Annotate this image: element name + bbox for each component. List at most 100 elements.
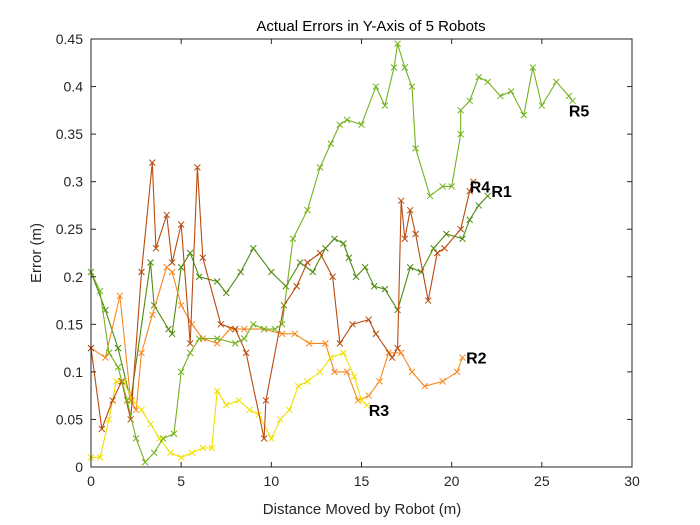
data-point-marker <box>280 301 288 309</box>
data-point-marker <box>168 268 176 276</box>
data-point-marker <box>365 392 373 400</box>
data-point-marker <box>305 340 313 347</box>
data-point-marker <box>430 244 437 252</box>
data-point-marker <box>433 249 441 257</box>
data-point-marker <box>213 278 221 285</box>
data-point-marker <box>138 349 145 357</box>
data-point-marker <box>327 354 335 361</box>
data-point-marker <box>138 406 145 414</box>
data-point-marker <box>105 349 113 357</box>
data-point-marker <box>394 306 401 314</box>
data-point-marker <box>349 320 356 328</box>
data-point-marker <box>412 230 419 238</box>
data-point-marker <box>466 97 474 105</box>
data-point-marker <box>249 244 257 252</box>
data-point-marker <box>408 368 416 376</box>
x-tick-label: 10 <box>264 473 280 489</box>
data-point-marker <box>343 116 351 124</box>
data-point-marker <box>442 230 450 238</box>
data-point-marker <box>96 454 104 461</box>
data-point-marker <box>343 368 351 376</box>
data-point-marker <box>358 121 365 128</box>
data-point-marker <box>286 406 293 414</box>
data-point-marker <box>186 340 194 347</box>
data-point-marker <box>565 92 573 100</box>
data-point-marker <box>507 87 515 95</box>
data-point-marker <box>475 202 483 209</box>
data-point-marker <box>439 183 447 190</box>
data-point-marker <box>424 297 432 304</box>
data-point-marker <box>231 325 239 333</box>
data-point-marker <box>235 397 243 404</box>
y-tick-label: 0.3 <box>64 174 84 190</box>
data-point-marker <box>177 221 185 228</box>
data-point-marker <box>340 349 347 357</box>
data-point-marker <box>177 263 185 271</box>
data-point-marker <box>466 216 474 224</box>
y-tick-label: 0.1 <box>64 364 84 380</box>
data-point-marker <box>249 320 257 328</box>
axes-layer: 0 5 10 15 20 25 30 0 0.05 0.1 0.15 0.2 0.25 0.3 0.35 0.… <box>56 31 640 489</box>
data-point-marker <box>569 97 576 105</box>
data-point-marker <box>475 73 483 81</box>
y-axis-label: Error (m) <box>28 223 45 283</box>
data-point-marker <box>276 416 284 423</box>
data-point-marker <box>309 268 317 276</box>
data-point-marker <box>127 416 135 423</box>
data-point-marker <box>170 430 178 438</box>
data-point-marker <box>457 130 465 138</box>
data-point-marker <box>278 330 286 338</box>
data-point-marker <box>331 368 338 376</box>
series-label-r5: R5 <box>569 103 590 120</box>
data-point-marker <box>538 102 546 109</box>
data-point-marker <box>148 311 156 319</box>
data-point-marker <box>497 92 504 100</box>
data-point-marker <box>457 225 465 233</box>
data-point-marker <box>484 78 492 86</box>
data-point-marker <box>123 397 131 404</box>
data-point-marker <box>109 397 116 404</box>
x-tick-label: 25 <box>534 473 550 489</box>
y-tick-label: 0 <box>75 459 83 475</box>
data-point-marker <box>188 320 196 328</box>
series-label-r3: R3 <box>369 403 390 420</box>
data-point-marker <box>168 330 176 338</box>
data-point-marker <box>168 259 176 266</box>
data-point-marker <box>412 145 419 152</box>
data-point-marker <box>289 235 297 243</box>
data-point-marker <box>102 354 109 361</box>
data-point-marker <box>340 240 347 247</box>
data-point-marker <box>114 344 122 352</box>
data-point-marker <box>331 235 338 243</box>
data-point-marker <box>194 164 201 171</box>
series-label-r2: R2 <box>466 351 487 368</box>
data-point-marker <box>322 340 329 347</box>
data-point-marker <box>98 425 106 433</box>
data-point-marker <box>177 368 185 376</box>
data-point-marker <box>316 164 324 171</box>
x-tick-label: 5 <box>177 473 185 489</box>
data-point-marker <box>295 382 302 390</box>
series-label-r1: R1 <box>491 184 512 201</box>
data-point-marker <box>327 140 335 147</box>
data-point-marker <box>186 249 194 257</box>
data-point-marker <box>177 454 185 461</box>
data-point-marker <box>448 183 456 190</box>
x-tick-label: 20 <box>444 473 460 489</box>
data-point-marker <box>394 40 401 48</box>
data-point-marker <box>240 325 248 333</box>
y-tick-label: 0.45 <box>56 31 83 47</box>
series-label-r4: R4 <box>470 179 491 196</box>
data-point-marker <box>213 387 221 395</box>
data-point-marker <box>304 206 311 214</box>
data-point-marker <box>329 273 337 281</box>
data-point-marker <box>105 416 113 423</box>
data-point-marker <box>260 325 268 333</box>
data-point-marker <box>112 378 120 385</box>
data-point-marker <box>114 363 122 371</box>
data-point-marker <box>421 382 428 390</box>
x-axis-label: Distance Moved by Robot (m) <box>263 501 461 518</box>
data-point-marker <box>345 254 353 262</box>
data-point-marker <box>267 435 275 442</box>
data-point-marker <box>316 249 324 257</box>
